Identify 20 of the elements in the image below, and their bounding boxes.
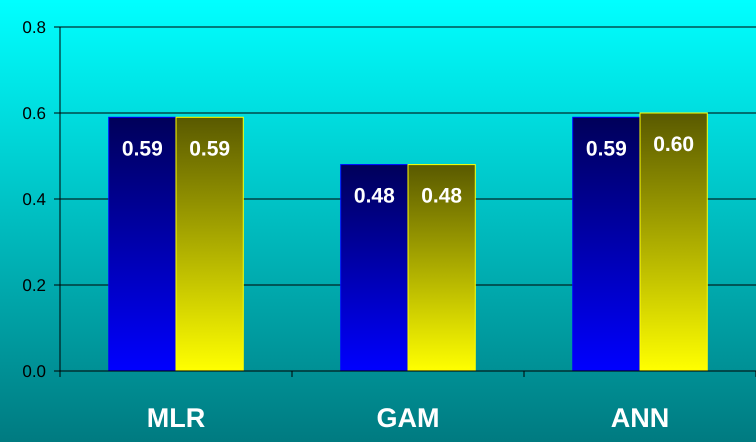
bar bbox=[108, 116, 176, 372]
x-tick-label: ANN bbox=[610, 403, 670, 433]
data-label: 0.48 bbox=[421, 184, 462, 208]
data-label: 0.60 bbox=[653, 133, 694, 156]
y-tick-label: 0.4 bbox=[22, 190, 46, 209]
x-tick-label: MLR bbox=[146, 403, 206, 433]
y-tick-label: 0.6 bbox=[22, 104, 46, 123]
bar bbox=[572, 116, 640, 372]
y-tick-label: 0.8 bbox=[22, 18, 46, 37]
bar bbox=[176, 116, 244, 372]
bar bbox=[640, 112, 708, 372]
data-label: 0.59 bbox=[586, 137, 627, 160]
y-tick-label: 0.0 bbox=[22, 362, 46, 381]
y-tick-label: 0.2 bbox=[22, 276, 46, 295]
data-label: 0.59 bbox=[122, 137, 163, 160]
data-label: 0.48 bbox=[354, 184, 396, 208]
data-label: 0.59 bbox=[189, 137, 230, 160]
bar bbox=[408, 164, 476, 372]
bar bbox=[340, 164, 408, 372]
x-tick-label: GAM bbox=[376, 403, 440, 433]
